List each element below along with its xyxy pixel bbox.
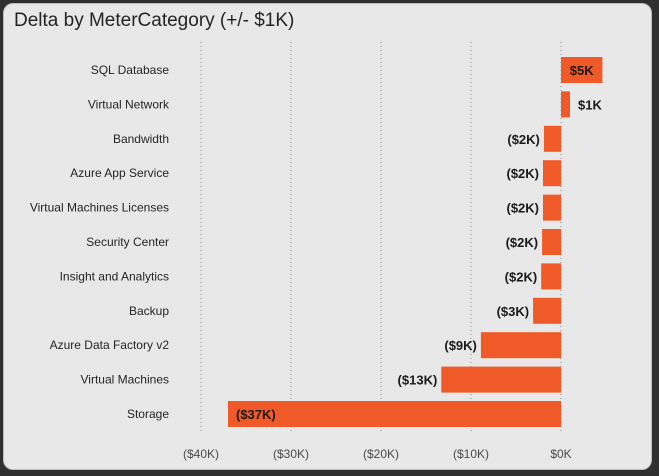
data-label: ($2K)	[505, 269, 538, 284]
x-tick-label: ($10K)	[453, 447, 489, 461]
data-label: ($37K)	[236, 407, 276, 422]
bar	[480, 332, 561, 359]
bar	[543, 194, 561, 221]
category-label: Insight and Analytics	[60, 269, 169, 283]
category-label: Bandwidth	[113, 132, 169, 146]
data-label: ($2K)	[506, 201, 539, 216]
x-tick-label: ($40K)	[183, 447, 219, 461]
bar	[541, 263, 561, 290]
bar	[561, 91, 570, 118]
x-tick-label: ($30K)	[273, 447, 309, 461]
bar	[533, 297, 561, 324]
data-label: $5K	[570, 63, 594, 78]
x-tick-label: $0K	[550, 447, 571, 461]
bar	[561, 57, 603, 83]
category-label: Virtual Network	[88, 97, 170, 111]
data-label: ($3K)	[497, 304, 530, 319]
category-label: Security Center	[86, 235, 169, 249]
bar	[228, 401, 561, 427]
data-label: $1K	[578, 97, 602, 112]
bar	[543, 125, 561, 152]
category-label: Backup	[129, 304, 169, 318]
category-label: Azure Data Factory v2	[50, 338, 170, 352]
bar	[543, 160, 561, 187]
data-label: ($2K)	[507, 132, 540, 147]
bar	[542, 229, 561, 255]
category-label: Storage	[127, 407, 169, 421]
data-label: ($9K)	[444, 338, 477, 353]
chart-title: Delta by MeterCategory (+/- $1K)	[14, 10, 295, 31]
data-label: ($13K)	[398, 373, 438, 388]
data-label: ($2K)	[506, 235, 539, 250]
x-tick-label: ($20K)	[363, 447, 399, 461]
bar	[441, 366, 561, 393]
category-label: Virtual Machines	[81, 373, 170, 387]
data-label: ($2K)	[506, 166, 539, 181]
category-label: SQL Database	[91, 63, 170, 77]
category-label: Azure App Service	[70, 166, 169, 180]
category-label: Virtual Machines Licenses	[30, 201, 169, 215]
